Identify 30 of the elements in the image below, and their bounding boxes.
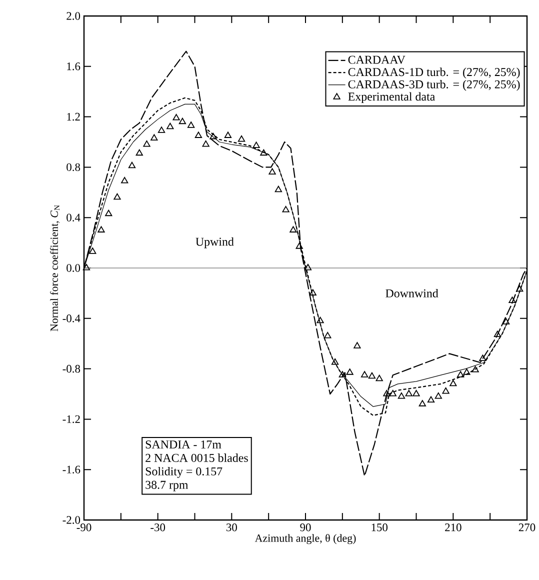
legend-label: Experimental data: [348, 92, 435, 104]
y-tick-label: -1.2: [62, 415, 80, 424]
legend-label: CARDAAS-3D turb. = (27%, 25%): [348, 80, 520, 91]
annotation: Solidity = 0.157: [146, 467, 222, 478]
y-tick-label: -2.0: [62, 516, 80, 524]
annotation: SANDIA - 17m: [146, 440, 222, 449]
y-tick-label: 0.4: [66, 214, 80, 222]
x-tick-label: 30: [226, 524, 237, 532]
annotation: Upwind: [196, 237, 234, 248]
y-tick-label: 0.0: [66, 264, 80, 272]
annotation: Downwind: [386, 288, 438, 298]
y-tick-label: 1.6: [67, 62, 80, 70]
legend-label: CARDAAS-1D turb. = (27%, 25%): [348, 68, 520, 79]
x-tick-label: 90: [300, 524, 311, 532]
y-tick-label: -1.6: [62, 466, 80, 474]
y-tick-label: -0.8: [62, 364, 80, 373]
y-tick-label: 0.8: [66, 163, 80, 172]
y-tick-label: 2.0: [66, 12, 80, 20]
annotation: 38.7 rpm: [146, 480, 188, 492]
y-tick-label: -0.4: [62, 314, 80, 322]
x-axis-title: Azimuth angle, θ (deg): [254, 534, 356, 544]
x-tick-label: 150: [372, 524, 388, 532]
x-tick-label: -90: [76, 524, 92, 532]
x-tick-label: 210: [445, 524, 462, 532]
x-tick-label: 270: [518, 524, 536, 532]
legend-label: CARDAAV: [348, 56, 406, 64]
annotation: 2 NACA 0015 blades: [146, 454, 248, 462]
y-axis-title: Normal force coefficient, C$_{N}$: [50, 205, 60, 332]
y-tick-label: 1.2: [67, 112, 80, 121]
x-tick-label: -30: [150, 524, 166, 532]
